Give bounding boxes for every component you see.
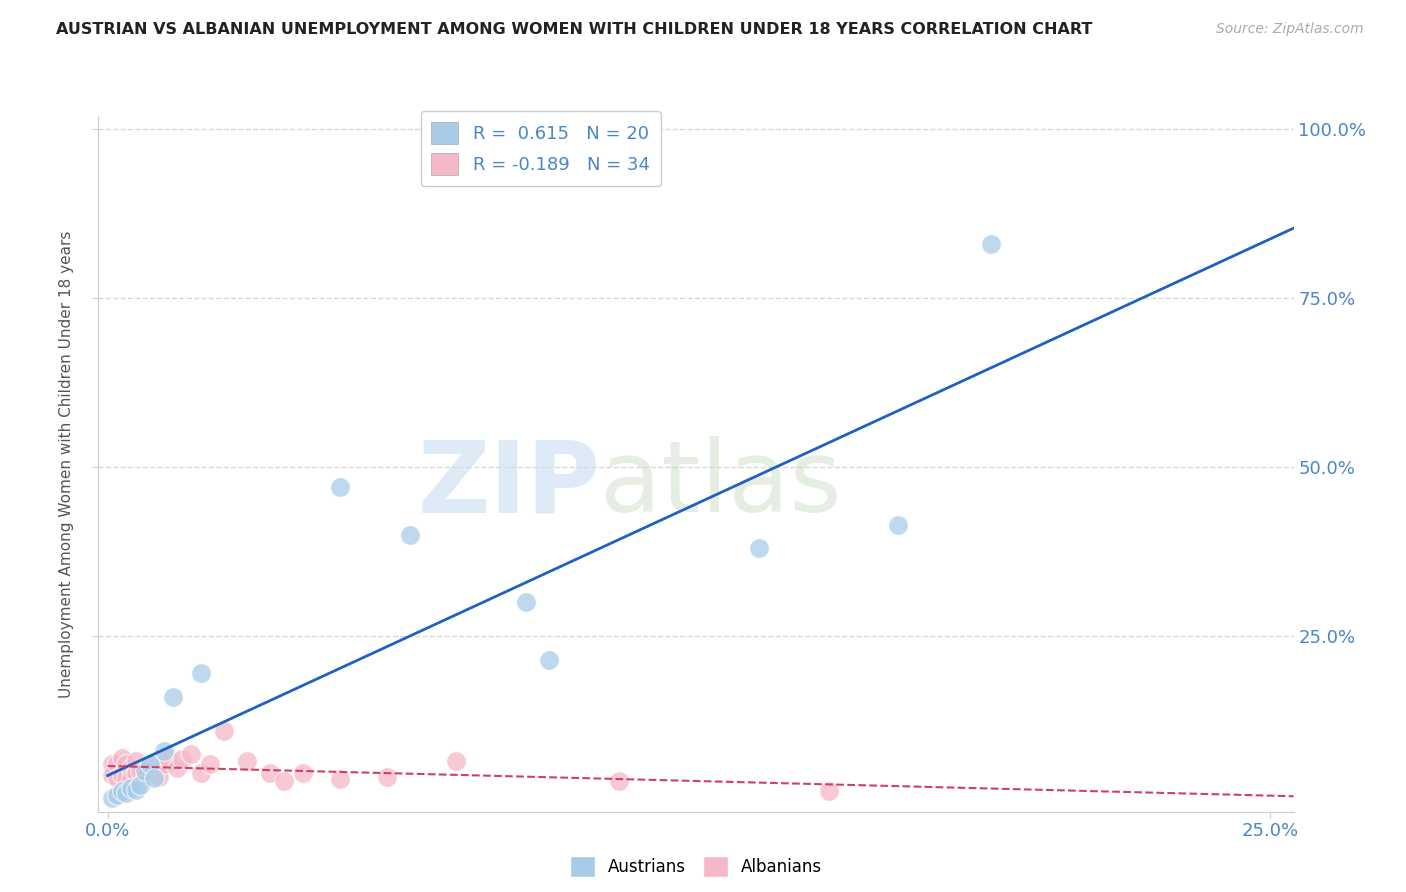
Point bbox=[446, 754, 468, 768]
Point bbox=[129, 778, 152, 792]
Point bbox=[101, 791, 124, 805]
Point bbox=[152, 757, 174, 772]
Point bbox=[190, 765, 212, 780]
Point bbox=[115, 757, 138, 772]
Point bbox=[329, 481, 352, 495]
Y-axis label: Unemployment Among Women with Children Under 18 years: Unemployment Among Women with Children U… bbox=[59, 230, 75, 698]
Point bbox=[143, 771, 166, 785]
Legend: Austrians, Albanians: Austrians, Albanians bbox=[562, 850, 830, 883]
Point bbox=[172, 752, 194, 766]
Point bbox=[148, 770, 170, 784]
Point bbox=[515, 595, 537, 609]
Point bbox=[817, 784, 839, 798]
Point bbox=[259, 765, 281, 780]
Point bbox=[129, 764, 152, 779]
Point bbox=[124, 783, 146, 797]
Point bbox=[329, 772, 352, 787]
Text: atlas: atlas bbox=[600, 436, 842, 533]
Point bbox=[120, 772, 142, 787]
Point bbox=[607, 774, 630, 789]
Point bbox=[115, 786, 138, 800]
Point bbox=[105, 771, 128, 785]
Point bbox=[980, 237, 1002, 252]
Point bbox=[101, 757, 124, 772]
Point bbox=[101, 767, 124, 781]
Text: AUSTRIAN VS ALBANIAN UNEMPLOYMENT AMONG WOMEN WITH CHILDREN UNDER 18 YEARS CORRE: AUSTRIAN VS ALBANIAN UNEMPLOYMENT AMONG … bbox=[56, 22, 1092, 37]
Point bbox=[190, 666, 212, 681]
Point bbox=[375, 770, 398, 784]
Point bbox=[236, 754, 259, 768]
Point bbox=[538, 653, 561, 667]
Point bbox=[138, 757, 160, 772]
Point bbox=[120, 780, 142, 795]
Point bbox=[105, 788, 128, 802]
Point bbox=[124, 754, 146, 768]
Point bbox=[111, 784, 134, 798]
Point bbox=[198, 757, 221, 772]
Point bbox=[138, 757, 160, 772]
Point bbox=[115, 771, 138, 785]
Point bbox=[292, 765, 315, 780]
Point bbox=[273, 774, 295, 789]
Point bbox=[166, 761, 188, 775]
Point bbox=[887, 517, 910, 532]
Point bbox=[120, 761, 142, 775]
Point bbox=[180, 747, 202, 762]
Text: ZIP: ZIP bbox=[418, 436, 600, 533]
Point bbox=[162, 690, 184, 704]
Point bbox=[111, 750, 134, 764]
Point bbox=[143, 761, 166, 775]
Point bbox=[124, 765, 146, 780]
Point bbox=[134, 764, 156, 779]
Point bbox=[152, 744, 174, 758]
Point bbox=[212, 723, 235, 738]
Point bbox=[748, 541, 770, 556]
Point bbox=[399, 528, 422, 542]
Point bbox=[111, 767, 134, 781]
Text: Source: ZipAtlas.com: Source: ZipAtlas.com bbox=[1216, 22, 1364, 37]
Point bbox=[105, 757, 128, 772]
Point bbox=[157, 750, 180, 764]
Point bbox=[134, 770, 156, 784]
